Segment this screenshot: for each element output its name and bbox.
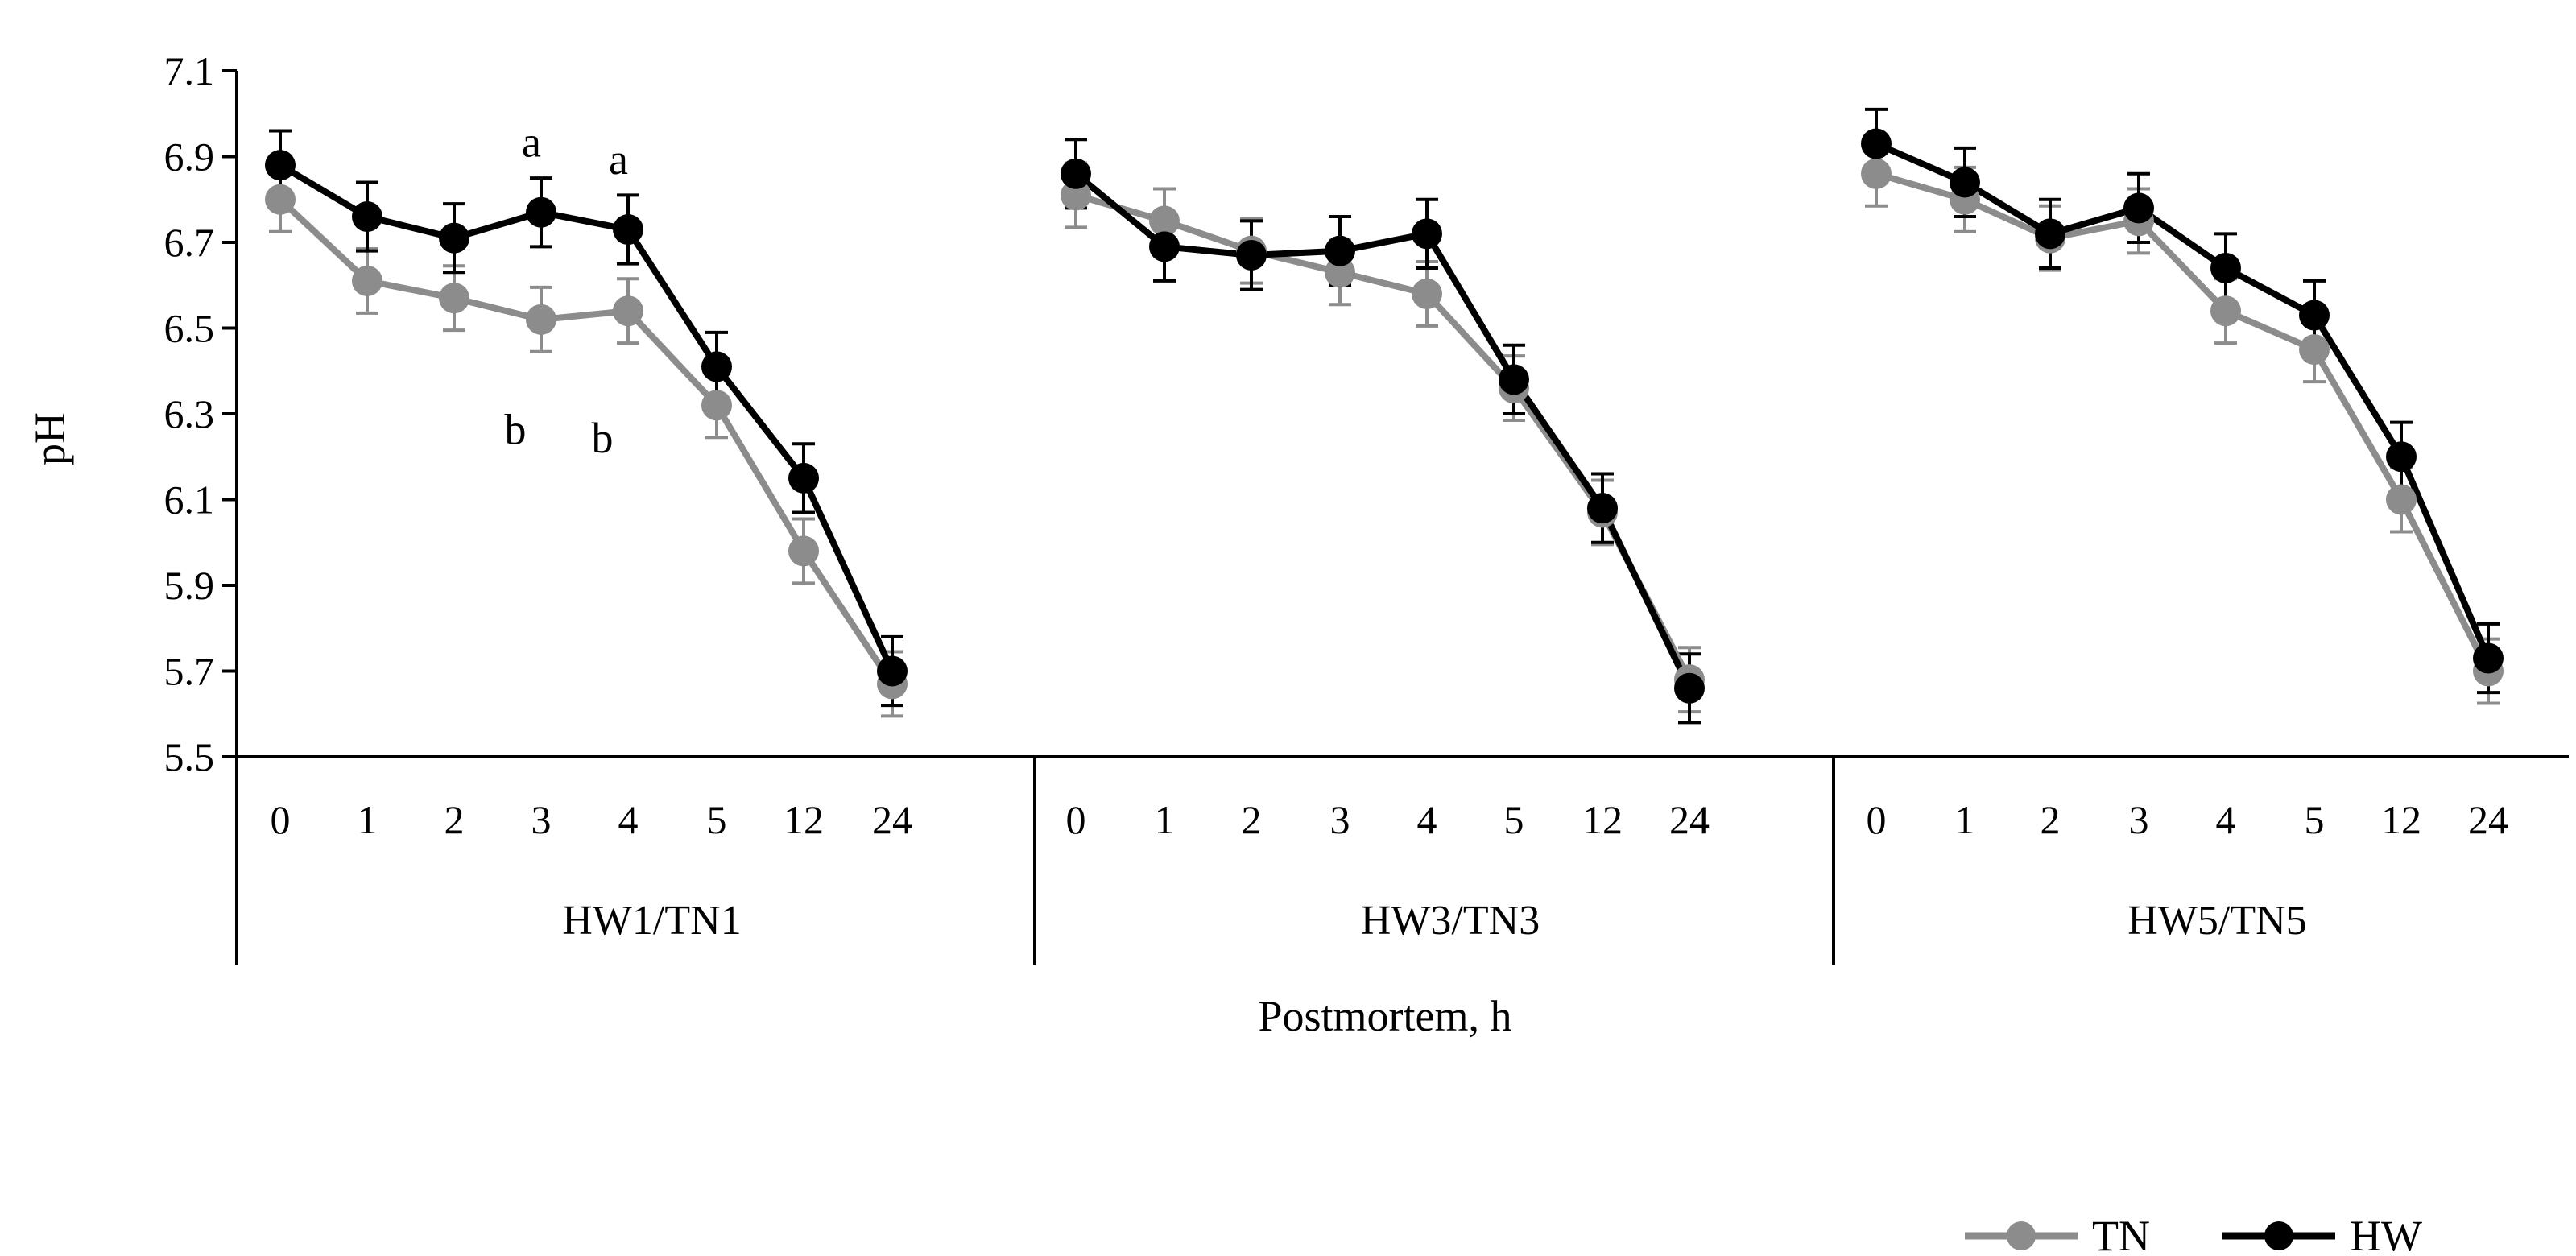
data-point-tn	[788, 535, 819, 567]
legend: TN HW	[1965, 1212, 2422, 1256]
x-tick-label: 4	[2216, 797, 2236, 842]
series-line-tn	[1875, 170, 2491, 673]
x-tick-label: 12	[784, 797, 824, 842]
data-point-hw	[1149, 231, 1180, 262]
data-point-hw	[613, 214, 643, 246]
x-tick-label: 24	[872, 797, 912, 842]
data-point-hw	[2299, 300, 2330, 331]
x-tick-label: 24	[1669, 797, 1710, 842]
x-tick-label: 4	[618, 797, 639, 842]
data-point-tn	[613, 295, 643, 327]
annotations: a a b b	[505, 118, 629, 462]
data-point-hw	[439, 222, 469, 254]
series-line-hw	[278, 162, 895, 673]
axes: 5.55.75.96.16.36.56.76.97.10 1 2 3 4 5 12 24HW1…	[164, 48, 2569, 965]
data-point-tn	[1861, 158, 1892, 189]
legend-hw-label: HW	[2350, 1212, 2422, 1256]
series-line-hw	[1875, 140, 2491, 660]
y-axis-title: pH	[26, 412, 74, 465]
legend-tn-label: TN	[2092, 1212, 2150, 1256]
data-point-hw	[2123, 192, 2154, 224]
data-point-hw	[2210, 252, 2241, 283]
data-point-tn	[352, 265, 382, 296]
y-tick-label: 5.7	[164, 649, 215, 694]
x-tick-label: 12	[2381, 797, 2421, 842]
data-point-hw	[1061, 158, 1091, 189]
data-point-tn	[1412, 278, 1442, 309]
series-points	[265, 128, 2504, 704]
significance-letter: b	[505, 405, 527, 453]
x-axis-title: Postmortem, h	[1258, 992, 1511, 1040]
x-tick-label: 5	[707, 797, 727, 842]
y-tick-label: 6.3	[164, 391, 215, 436]
x-tick-label: 4	[1417, 797, 1437, 842]
x-tick-label: 0	[1066, 797, 1086, 842]
y-tick-label: 6.5	[164, 306, 215, 351]
y-tick-label: 6.1	[164, 477, 215, 523]
data-point-hw	[1861, 128, 1892, 159]
data-point-hw	[1674, 672, 1705, 704]
x-tick-label: 12	[1582, 797, 1623, 842]
data-point-hw	[877, 655, 908, 687]
x-tick-label: 3	[531, 797, 552, 842]
data-point-tn	[2386, 484, 2417, 515]
group-label: HW3/TN3	[1361, 898, 1540, 944]
data-point-hw	[2386, 441, 2417, 473]
data-point-hw	[265, 150, 296, 181]
group-label: HW1/TN1	[562, 898, 741, 944]
data-point-hw	[1587, 493, 1618, 524]
x-tick-label: 2	[444, 797, 465, 842]
significance-letter: a	[522, 118, 541, 167]
data-point-hw	[2473, 642, 2504, 674]
data-point-tn	[1149, 205, 1180, 237]
series-line-tn	[1074, 192, 1693, 681]
y-tick-label: 6.7	[164, 220, 215, 265]
data-point-hw	[1950, 167, 1980, 198]
data-point-hw	[526, 196, 556, 228]
y-tick-label: 6.9	[164, 134, 215, 180]
legend-hw-marker	[2264, 1221, 2293, 1250]
data-point-tn	[701, 390, 732, 421]
x-tick-label: 0	[1867, 797, 1887, 842]
data-point-tn	[2210, 295, 2241, 327]
legend-tn-marker	[2007, 1221, 2036, 1250]
data-point-hw	[1412, 218, 1442, 250]
data-point-hw	[1499, 364, 1529, 395]
data-point-hw	[352, 201, 382, 233]
significance-letter: a	[609, 135, 628, 184]
x-tick-label: 2	[2041, 797, 2061, 842]
x-tick-label: 5	[1504, 797, 1524, 842]
data-point-hw	[701, 351, 732, 382]
x-tick-label: 0	[271, 797, 291, 842]
data-point-hw	[1325, 235, 1355, 266]
x-tick-label: 3	[2129, 797, 2149, 842]
data-point-tn	[2299, 334, 2330, 366]
data-point-tn	[1325, 257, 1355, 288]
x-tick-label: 1	[358, 797, 378, 842]
data-point-tn	[526, 304, 556, 335]
x-tick-label: 5	[2305, 797, 2325, 842]
data-point-hw	[1236, 239, 1267, 271]
data-point-tn	[265, 184, 296, 215]
y-tick-label: 7.1	[164, 48, 215, 93]
data-point-hw	[788, 462, 819, 494]
x-tick-label: 3	[1330, 797, 1350, 842]
y-tick-label: 5.9	[164, 563, 215, 608]
x-tick-label: 1	[1155, 797, 1175, 842]
data-point-hw	[2035, 218, 2065, 250]
x-tick-label: 24	[2468, 797, 2508, 842]
data-point-tn	[439, 283, 469, 314]
group-label: HW5/TN5	[2127, 898, 2306, 944]
data-point-tn	[1061, 180, 1091, 211]
x-tick-label: 1	[1955, 797, 1975, 842]
y-tick-label: 5.5	[164, 734, 215, 779]
x-tick-label: 2	[1242, 797, 1262, 842]
significance-letter: b	[592, 414, 614, 462]
